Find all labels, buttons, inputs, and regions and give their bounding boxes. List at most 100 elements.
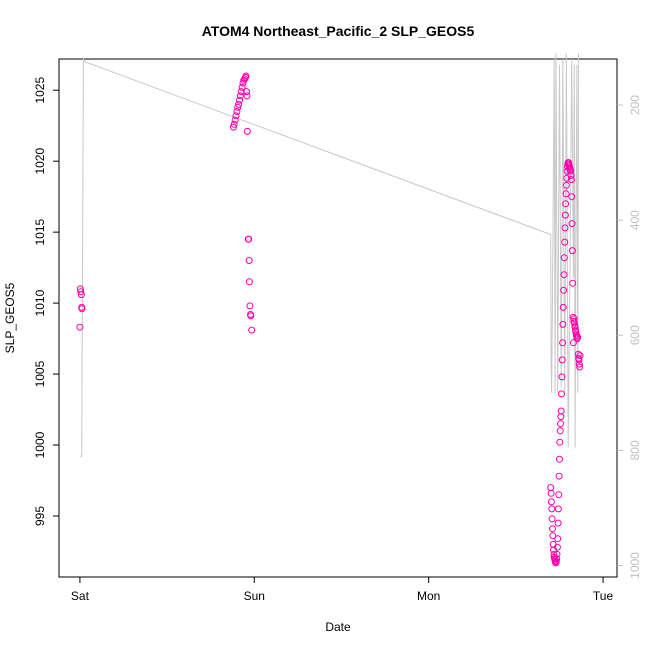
data-point [562,200,570,208]
y2-tick-label: 200 [628,95,642,115]
data-point [559,303,567,311]
data-point [568,247,576,255]
y-tick-label: 1010 [33,289,47,316]
data-point [557,407,565,415]
y-tick-label: 1020 [33,148,47,175]
data-point [559,339,567,347]
data-point [246,302,254,310]
data-point [77,288,85,296]
x-axis-label: Date [325,620,351,634]
profile-line [79,53,580,457]
data-point [237,88,245,96]
data-point [562,190,570,198]
y-tick-label: 1000 [33,431,47,458]
data-point [238,83,246,91]
data-point [556,438,564,446]
data-point [558,390,565,398]
data-point [231,116,239,124]
data-point [78,305,86,313]
data-point [233,108,241,115]
x-axis: Sat Sun Mon Tue [71,577,614,603]
data-point [559,320,567,328]
data-point [574,333,582,341]
data-point [77,291,85,299]
points-layer [76,72,584,567]
data-point [548,515,556,523]
data-point [569,339,577,347]
data-point [554,535,562,543]
chart-title: ATOM4 Northeast_Pacific_2 SLP_GEOS5 [202,23,475,39]
data-point [570,315,578,323]
data-point [567,176,575,184]
data-point [568,193,576,201]
data-point [229,123,237,131]
data-point [248,326,256,334]
data-point [547,489,555,497]
data-point [555,491,563,499]
data-point [567,171,575,179]
data-point [576,363,584,371]
data-point [547,484,555,492]
x-tick-label: Mon [417,589,440,603]
data-point [561,224,569,232]
data-point [243,88,250,96]
data-point [243,92,251,100]
y-tick-label: 1025 [33,77,47,104]
data-point [232,112,240,120]
y-tick-label: 1005 [33,360,47,387]
data-point [234,103,242,111]
data-point [554,519,562,527]
data-point [549,525,556,533]
y2-tick-label: 1000 [628,552,642,579]
y-tick-label: 1015 [33,218,47,245]
y2-tick-label: 400 [628,210,642,230]
data-point [76,323,84,331]
y2-axis: 200 400 600 800 1000 [617,95,642,579]
data-point [557,413,565,421]
data-point [575,356,583,364]
data-point [242,72,250,80]
data-point [247,312,255,320]
data-point [553,555,561,563]
data-point [549,540,557,548]
data-point [548,505,556,513]
data-point [561,238,569,246]
data-point [562,181,570,189]
y2-tick-label: 800 [628,440,642,460]
data-point [556,455,563,463]
data-point [236,96,243,104]
data-point [560,271,568,279]
data-point [553,543,561,551]
data-point [576,352,584,360]
data-point [561,211,569,219]
profile-layer [79,53,580,457]
data-point [554,505,562,513]
data-point [558,356,566,364]
data-point [567,167,575,175]
y2-tick-label: 600 [628,325,642,345]
data-point [575,360,583,368]
x-tick-label: Tue [593,589,614,603]
data-point [245,235,253,243]
x-tick-label: Sat [71,589,90,603]
plot-frame [58,58,618,578]
data-point [571,319,578,327]
data-point [235,100,243,108]
data-point [236,92,244,100]
data-point [245,257,253,264]
data-point [553,550,561,558]
data-point [230,120,238,128]
data-point [571,323,579,331]
data-point [552,557,560,565]
data-point [555,472,563,480]
y-axis-label: SLP_GEOS5 [3,282,17,353]
data-point [243,127,251,135]
data-point [556,427,564,435]
data-point [569,279,577,287]
x-tick-label: Sun [244,589,265,603]
data-point [558,373,566,381]
data-point [568,220,576,228]
y-tick-label: 995 [33,506,47,526]
